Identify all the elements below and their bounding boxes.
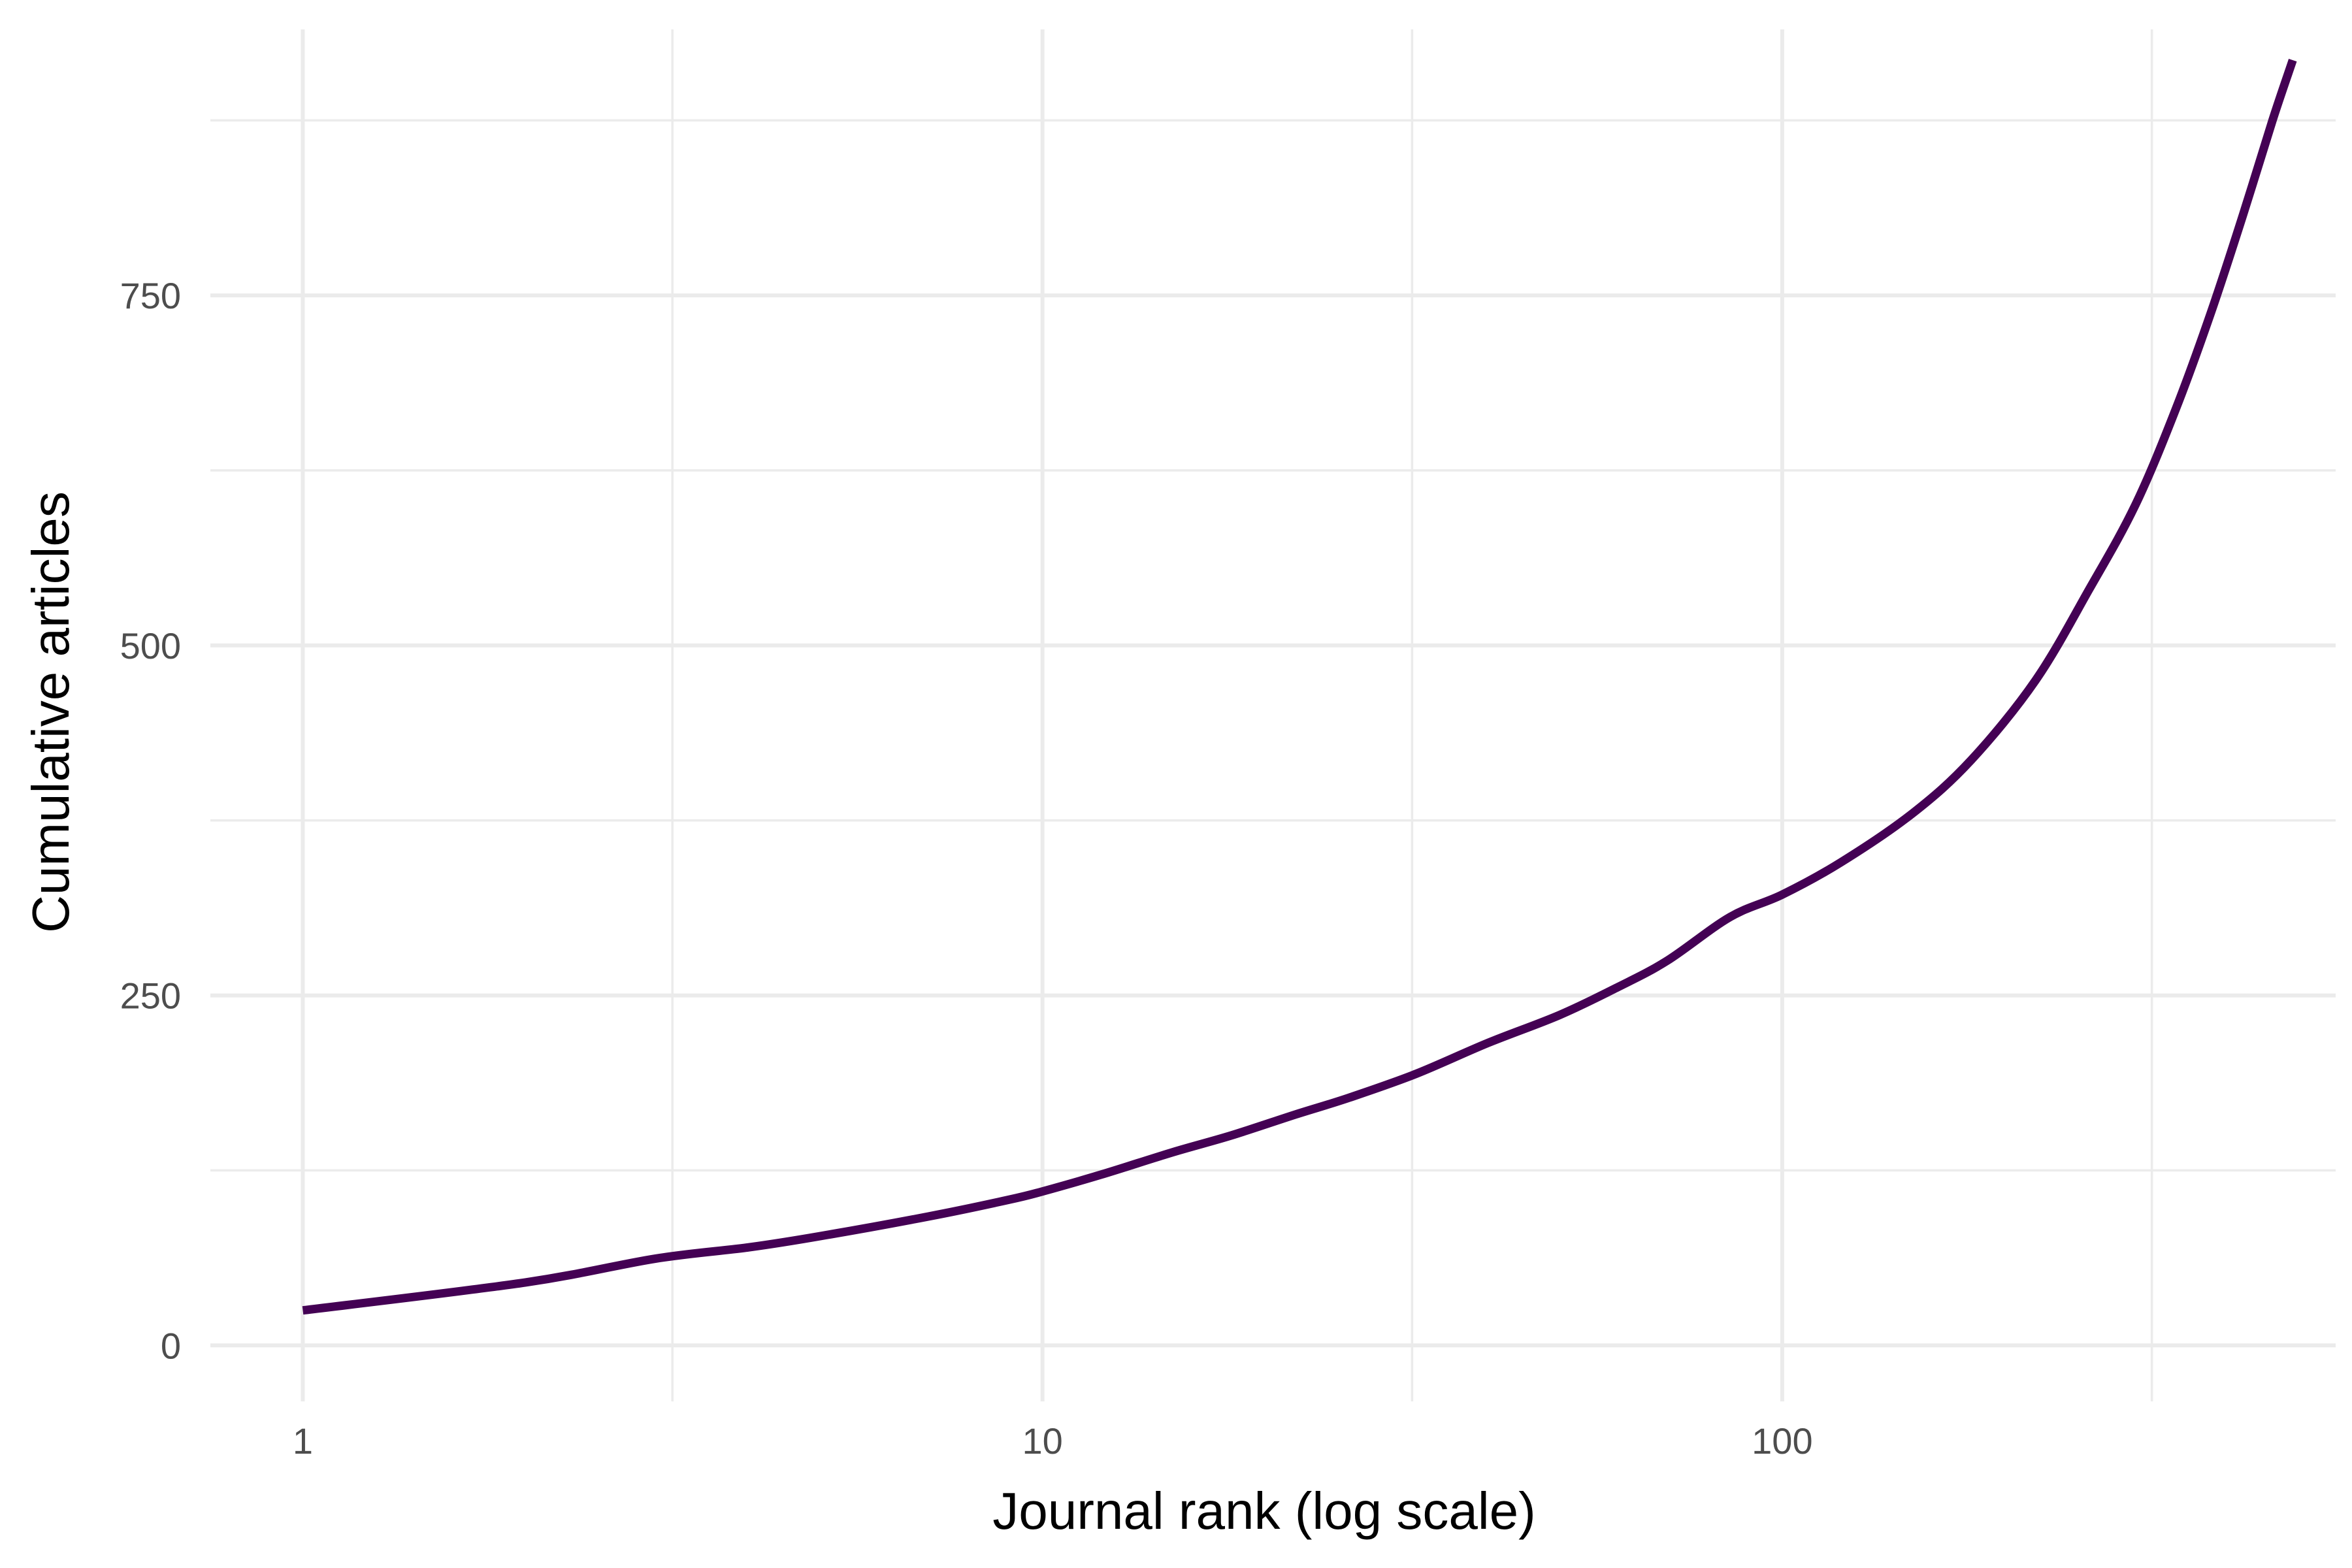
tick-labels: 0 250 500 750 1 10 100 <box>120 275 1813 1462</box>
y-tick-label: 500 <box>120 625 181 666</box>
series-line <box>302 59 2297 1315</box>
x-tick-label: 10 <box>1022 1420 1063 1462</box>
y-axis-title: Cumulative articles <box>22 491 80 933</box>
grid <box>210 29 2336 1401</box>
x-tick-label: 100 <box>1752 1420 1812 1462</box>
series-layer <box>302 59 2297 1315</box>
y-tick-label: 0 <box>161 1325 181 1366</box>
x-tick-label: 1 <box>293 1420 313 1462</box>
y-tick-label: 250 <box>120 975 181 1017</box>
y-tick-label: 750 <box>120 275 181 316</box>
x-axis-title: Journal rank (log scale) <box>992 1482 1535 1540</box>
